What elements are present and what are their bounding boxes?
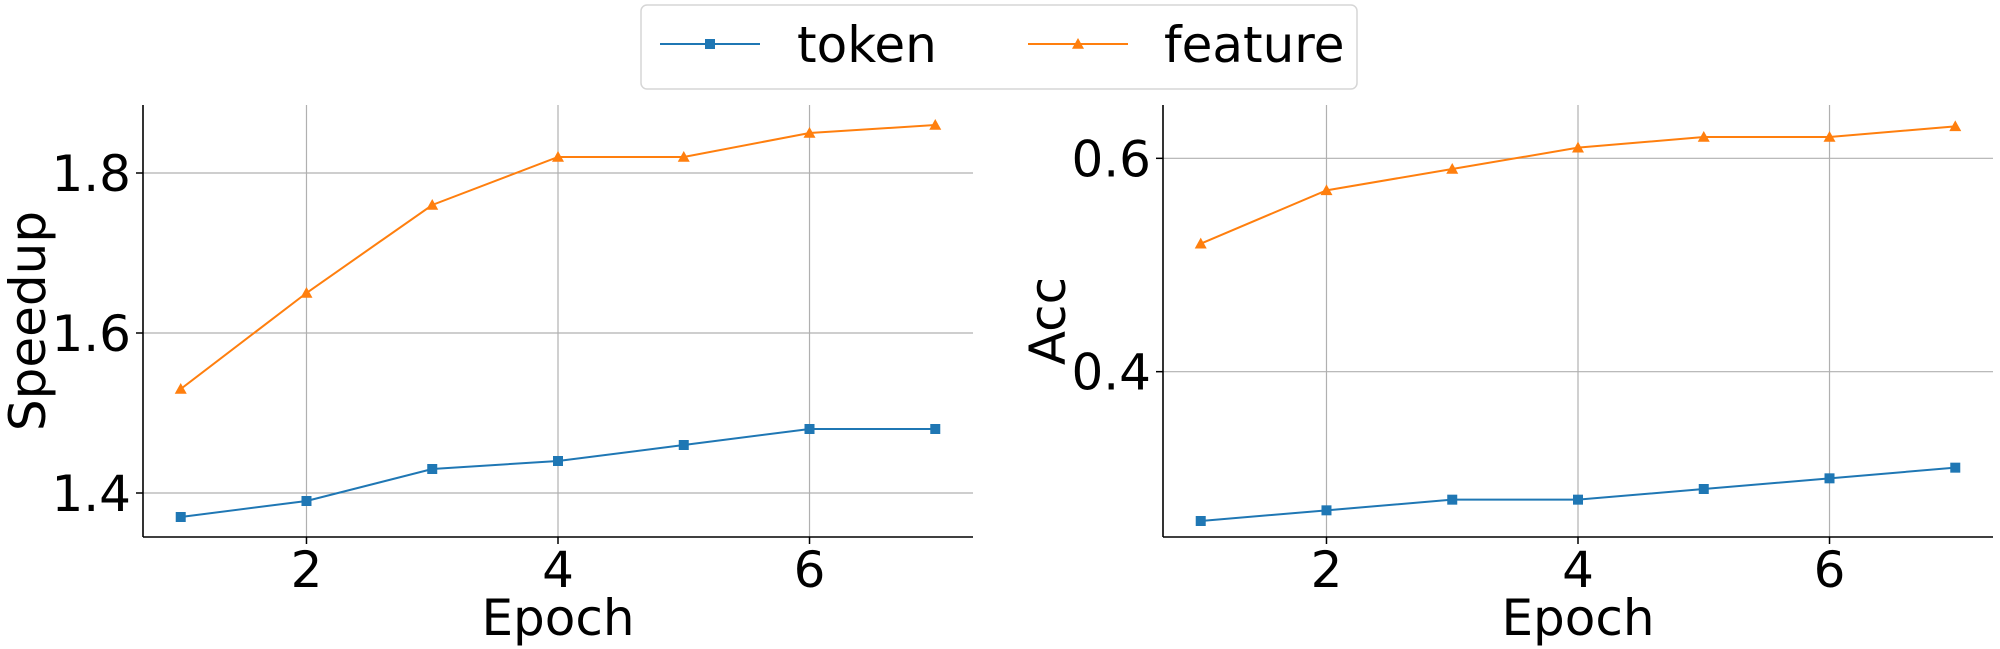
y-tick-label: 1.8 <box>51 145 131 203</box>
data-point-feature <box>426 199 439 210</box>
data-point-token <box>1950 462 1961 473</box>
data-point-feature <box>1949 120 1962 132</box>
y-tick-label: 1.4 <box>51 465 131 523</box>
x-tick-label: 4 <box>542 541 574 599</box>
x-tick-label: 4 <box>1562 541 1594 599</box>
data-point-feature <box>1697 131 1710 142</box>
data-point-feature <box>1320 184 1333 196</box>
data-point-token <box>1195 516 1206 526</box>
data-point-feature <box>552 151 564 162</box>
x-axis-label: Epoch <box>481 589 634 647</box>
legend-label-token: token <box>797 16 937 74</box>
accuracy-chart: 2 4 6 0.4 0.6 Epoch Acc <box>1019 105 1993 647</box>
data-point-feature <box>174 383 187 394</box>
x-axis-label: Epoch <box>1501 589 1654 647</box>
data-point-feature <box>677 151 690 162</box>
data-point-feature <box>929 119 942 130</box>
data-point-token <box>553 456 563 466</box>
y-tick-label: 0.6 <box>1071 130 1151 188</box>
y-tick-label: 0.4 <box>1071 344 1151 402</box>
data-point-token <box>804 424 815 434</box>
data-point-token <box>175 512 186 522</box>
x-tick-label: 6 <box>1814 541 1846 599</box>
legend-label-feature: feature <box>1164 16 1345 74</box>
data-point-token <box>1698 484 1709 494</box>
legend-marker-feature <box>1072 38 1084 49</box>
x-tick-label: 2 <box>1311 541 1343 599</box>
x-tick-label: 2 <box>291 541 323 599</box>
data-point-feature <box>803 127 816 138</box>
data-point-token <box>1321 505 1332 516</box>
data-point-token <box>930 424 941 434</box>
data-point-feature <box>1446 163 1459 174</box>
data-point-feature <box>1823 131 1836 142</box>
legend-marker-token <box>705 39 715 49</box>
legend: token feature <box>640 4 1358 90</box>
speedup-chart: 2 4 6 1.4 1.6 1.8 Epoch Speedup <box>0 105 973 647</box>
y-axis-label: Speedup <box>0 211 57 431</box>
data-point-token <box>1573 494 1583 505</box>
data-point-feature <box>1194 237 1207 249</box>
y-tick-label: 1.6 <box>51 305 131 363</box>
legend-box <box>640 4 1358 90</box>
data-point-feature <box>300 287 313 298</box>
data-point-token <box>427 464 438 474</box>
data-point-token <box>1824 473 1835 484</box>
data-point-token <box>301 496 312 506</box>
y-axis-label: Acc <box>1019 277 1077 365</box>
data-point-feature <box>1572 141 1584 153</box>
data-point-token <box>678 440 689 450</box>
x-tick-label: 6 <box>794 541 826 599</box>
data-point-token <box>1447 494 1458 505</box>
